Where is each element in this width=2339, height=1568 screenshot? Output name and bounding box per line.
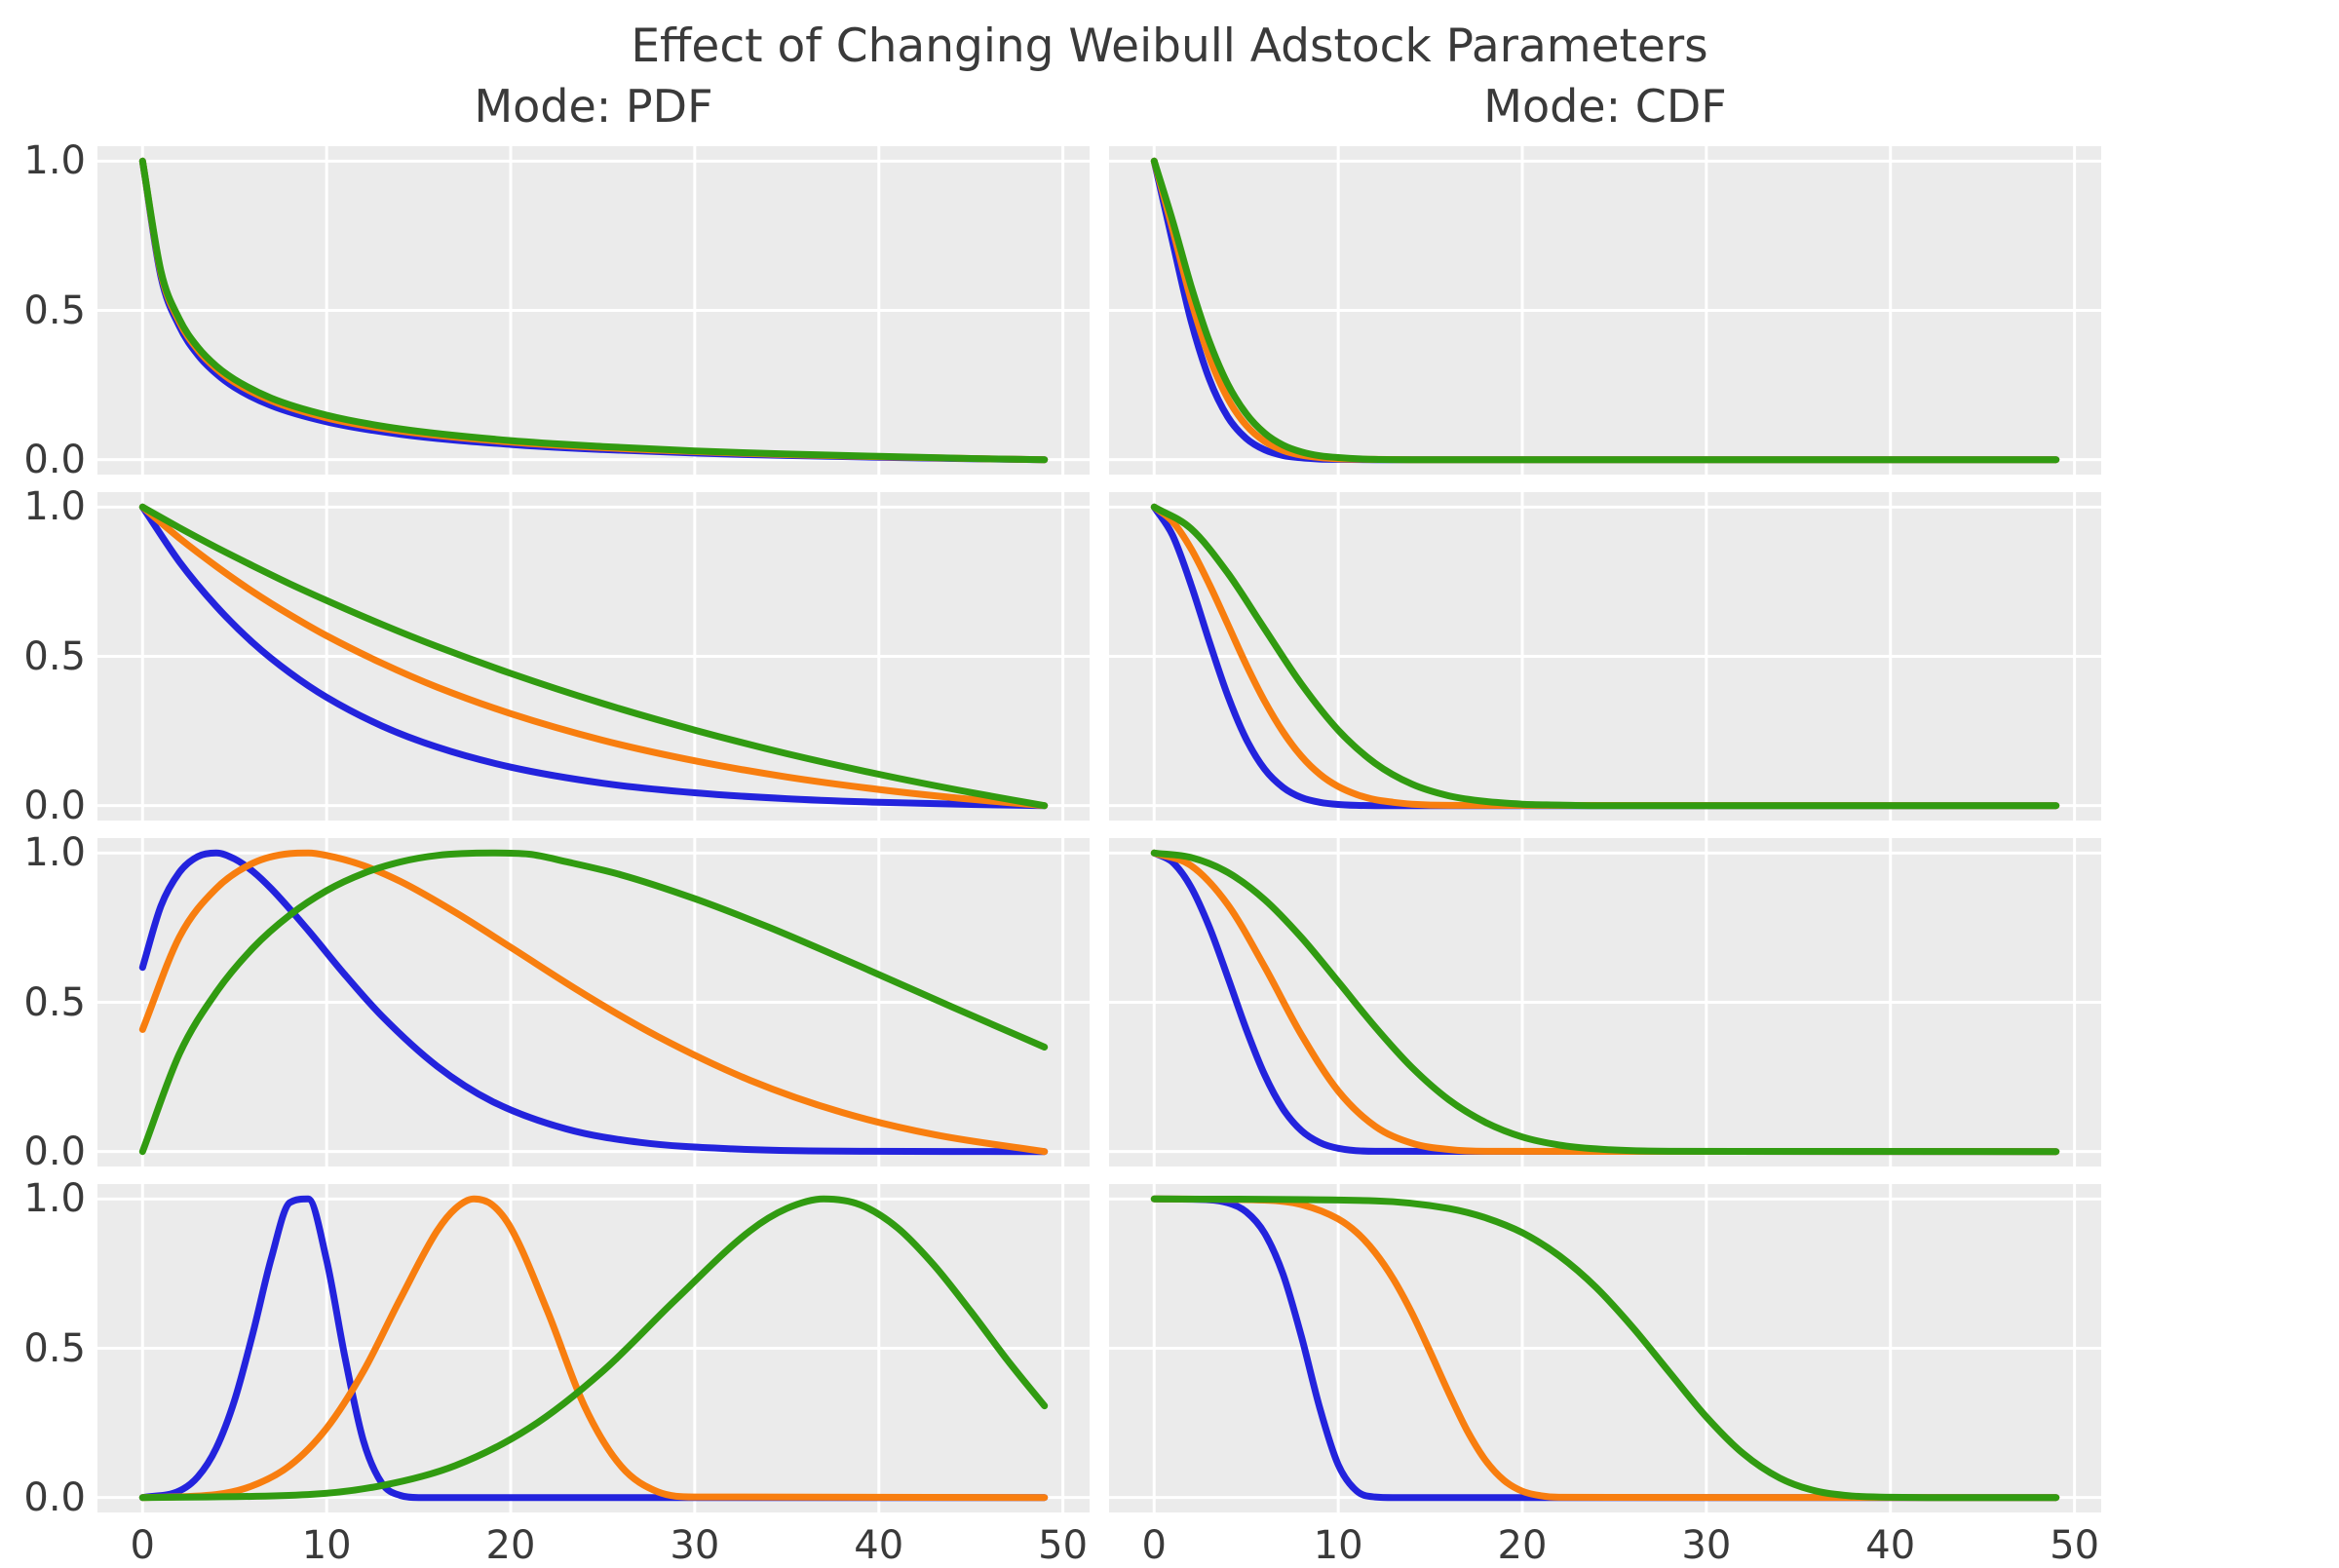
y-tick-label: 0.5 xyxy=(23,1325,86,1371)
y-tick-label: 0.5 xyxy=(23,287,86,333)
y-tick-label: 1.0 xyxy=(23,830,86,876)
curve-series-blue xyxy=(138,503,1049,810)
x-tick-label: 10 xyxy=(1313,1523,1363,1568)
x-tick-label: 40 xyxy=(854,1523,904,1568)
x-tick-label: 30 xyxy=(670,1523,720,1568)
x-tick-label: 0 xyxy=(1141,1523,1167,1568)
curve-series-green xyxy=(138,1195,1049,1502)
curve-series-green xyxy=(1150,849,2060,1156)
panel-row4-cdf xyxy=(1109,1184,2101,1512)
x-tick-label: 50 xyxy=(1038,1523,1089,1568)
panel-row1-pdf xyxy=(97,146,1090,475)
figure-title: Effect of Changing Weibull Adstock Param… xyxy=(631,19,1708,73)
y-tick-label: 0.0 xyxy=(23,783,86,828)
x-tick-label: 40 xyxy=(1865,1523,1916,1568)
panel-row1-cdf xyxy=(1109,146,2101,475)
panel-row4-pdf xyxy=(97,1184,1090,1512)
y-tick-label: 1.0 xyxy=(23,1176,86,1222)
curve-series-blue xyxy=(138,849,1049,1156)
panel-row2-pdf xyxy=(97,492,1090,821)
x-tick-label: 20 xyxy=(485,1523,536,1568)
curve-series-green xyxy=(1150,503,2060,810)
curve-series-orange xyxy=(138,503,1049,810)
y-tick-label: 0.0 xyxy=(23,1474,86,1520)
axes-title-cdf: Mode: CDF xyxy=(1483,80,1727,133)
curve-series-green xyxy=(138,157,1049,464)
x-tick-label: 20 xyxy=(1497,1523,1548,1568)
curve-series-orange xyxy=(1150,1195,2060,1502)
panel-row3-pdf xyxy=(97,838,1090,1166)
y-tick-label: 0.5 xyxy=(23,633,86,679)
curve-series-orange xyxy=(1150,503,2060,810)
y-tick-label: 1.0 xyxy=(23,138,86,184)
y-tick-label: 0.0 xyxy=(23,1128,86,1174)
curve-series-green xyxy=(1150,1195,2060,1502)
curve-series-green xyxy=(138,849,1049,1156)
x-tick-label: 0 xyxy=(130,1523,155,1568)
x-tick-label: 10 xyxy=(301,1523,352,1568)
x-tick-label: 50 xyxy=(2050,1523,2100,1568)
curve-series-green xyxy=(1150,157,2060,464)
panel-row2-cdf xyxy=(1109,492,2101,821)
curve-series-orange xyxy=(138,849,1049,1156)
panel-row3-cdf xyxy=(1109,838,2101,1166)
curve-series-green xyxy=(138,503,1049,810)
y-tick-label: 0.0 xyxy=(23,437,86,482)
axes-title-pdf: Mode: PDF xyxy=(474,80,713,133)
y-tick-label: 0.5 xyxy=(23,979,86,1025)
y-tick-label: 1.0 xyxy=(23,484,86,530)
x-tick-label: 30 xyxy=(1681,1523,1732,1568)
curve-series-blue xyxy=(1150,1195,2060,1502)
curve-series-blue xyxy=(138,1195,1049,1502)
curve-series-orange xyxy=(138,1195,1049,1502)
